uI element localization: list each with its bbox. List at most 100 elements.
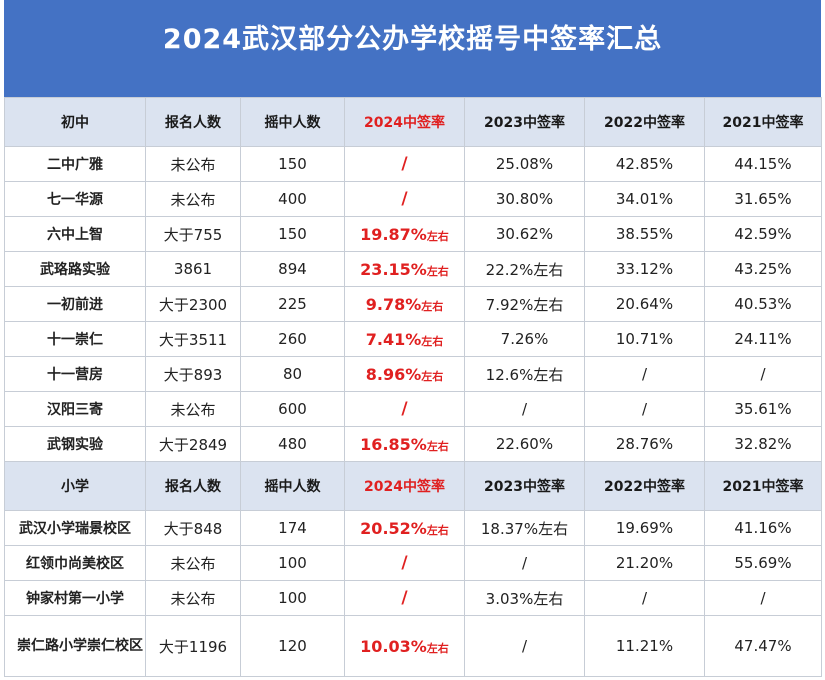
- primary-school-table-row: 钟家村第一小学 未公布 100/3.03%左右 / /: [4, 580, 822, 616]
- rate-2023-cell: 7.26%: [464, 321, 585, 357]
- rate-2024-suffix: 左右: [426, 229, 449, 243]
- school-name-cell: 红领巾尚美校区: [4, 545, 146, 581]
- rate-2021-cell: 55.69%: [704, 545, 822, 581]
- selected-cell: 150: [240, 216, 345, 252]
- primary-school-header-cell: 2023中签率: [464, 461, 585, 511]
- selected-cell: 400: [240, 181, 345, 217]
- rate-2024-suffix: 左右: [426, 523, 449, 537]
- rate-2022-cell: 21.20%: [584, 545, 705, 581]
- rate-2024-value: 10.03%: [360, 636, 427, 656]
- school-name-cell: 武钢实验: [4, 426, 146, 462]
- rate-2024-cell: /: [344, 146, 465, 182]
- rate-2023-cell: /: [464, 615, 585, 677]
- rate-2021-cell: 24.11%: [704, 321, 822, 357]
- school-name-cell: 七一华源: [4, 181, 146, 217]
- rate-2024-value: /: [401, 399, 408, 419]
- middle-school-table-row: 武钢实验 大于2849 480 16.85%左右 22.60% 28.76% 32.82%: [4, 426, 822, 462]
- rate-2023-cell: 12.6%左右: [464, 356, 585, 392]
- selected-cell: 174: [240, 510, 345, 546]
- selected-cell: 600: [240, 391, 345, 427]
- school-name-cell: 十一崇仁: [4, 321, 146, 357]
- applicants-cell: 未公布: [145, 545, 241, 581]
- rate-2024-value: 9.78%: [365, 294, 422, 314]
- middle-school-header-cell: 2024中签率: [344, 97, 465, 147]
- selected-cell: 100: [240, 580, 345, 616]
- school-name-cell: 一初前进: [4, 286, 146, 322]
- middle-school-header-cell: 摇中人数: [240, 97, 345, 147]
- selected-cell: 80: [240, 356, 345, 392]
- rate-2024-suffix: 左右: [426, 439, 449, 453]
- rate-2021-cell: 43.25%: [704, 251, 822, 287]
- selected-cell: 100: [240, 545, 345, 581]
- rate-2022-cell: /: [584, 391, 705, 427]
- primary-school-header-cell: 小学: [4, 461, 146, 511]
- rate-2024-cell: 20.52%左右: [344, 510, 465, 546]
- primary-school-header-cell: 报名人数: [145, 461, 241, 511]
- middle-school-table-row: 一初前进 大于2300 225 9.78%左右 7.92%左右 20.64% 40.53%: [4, 286, 822, 322]
- rate-2024-cell: 8.96%左右: [344, 356, 465, 392]
- rate-2024-value: /: [401, 588, 408, 608]
- applicants-cell: 大于755: [145, 216, 241, 252]
- selected-cell: 480: [240, 426, 345, 462]
- middle-school-header-row: 初中 报名人数 摇中人数 2024中签率 2023中签率 2022中签率 2021中签率: [4, 97, 822, 147]
- primary-school-header-cell: 2022中签率: [584, 461, 705, 511]
- rate-2024-value: 23.15%: [360, 259, 427, 279]
- rate-2023-cell: 7.92%左右: [464, 286, 585, 322]
- middle-school-header-cell: 2023中签率: [464, 97, 585, 147]
- school-name-cell: 武珞路实验: [4, 251, 146, 287]
- rate-2023-cell: /: [464, 391, 585, 427]
- rate-2024-cell: 16.85%左右: [344, 426, 465, 462]
- rate-2024-cell: 7.41%左右: [344, 321, 465, 357]
- selected-cell: 225: [240, 286, 345, 322]
- rate-2021-cell: 42.59%: [704, 216, 822, 252]
- applicants-cell: 未公布: [145, 181, 241, 217]
- rate-2023-cell: 25.08%: [464, 146, 585, 182]
- primary-school-table-row: 崇仁路小学崇仁校区 大于1196 120 10.03%左右/11.21% 47.47%: [4, 615, 822, 677]
- rate-2024-cell: /: [344, 391, 465, 427]
- applicants-cell: 大于2300: [145, 286, 241, 322]
- school-name-cell: 钟家村第一小学: [4, 580, 146, 616]
- middle-school-table-row: 十一崇仁 大于3511 260 7.41%左右 7.26% 10.71% 24.11%: [4, 321, 822, 357]
- rate-2024-cell: 19.87%左右: [344, 216, 465, 252]
- rate-2022-cell: 10.71%: [584, 321, 705, 357]
- school-name-cell: 十一营房: [4, 356, 146, 392]
- rate-2021-cell: 44.15%: [704, 146, 822, 182]
- rate-2023-cell: 22.2%左右: [464, 251, 585, 287]
- rate-2021-cell: 40.53%: [704, 286, 822, 322]
- rate-2021-cell: 32.82%: [704, 426, 822, 462]
- lottery-rate-table: 初中 报名人数 摇中人数 2024中签率 2023中签率 2022中签率 2021中签率 二中…: [4, 97, 822, 677]
- rate-2024-value: /: [401, 154, 408, 174]
- rate-2022-cell: /: [584, 580, 705, 616]
- rate-2023-cell: 30.62%: [464, 216, 585, 252]
- middle-school-table-row: 二中广雅 未公布 150 / 25.08% 42.85% 44.15%: [4, 146, 822, 182]
- rate-2024-suffix: 左右: [426, 641, 449, 655]
- rate-2024-cell: /: [344, 580, 465, 616]
- middle-school-header-cell: 2022中签率: [584, 97, 705, 147]
- school-name-cell: 汉阳三寄: [4, 391, 146, 427]
- rate-2024-value: 20.52%: [360, 518, 427, 538]
- applicants-cell: 大于3511: [145, 321, 241, 357]
- applicants-cell: 大于893: [145, 356, 241, 392]
- rate-2024-cell: 9.78%左右: [344, 286, 465, 322]
- primary-school-header-cell: 2024中签率: [344, 461, 465, 511]
- selected-cell: 120: [240, 615, 345, 677]
- school-name-cell: 崇仁路小学崇仁校区: [4, 615, 146, 677]
- rate-2024-cell: 10.03%左右: [344, 615, 465, 677]
- rate-2024-value: 7.41%: [365, 329, 422, 349]
- rate-2023-cell: 30.80%: [464, 181, 585, 217]
- rate-2024-cell: /: [344, 545, 465, 581]
- rate-2024-suffix: 左右: [421, 299, 444, 313]
- middle-school-header-cell: 初中: [4, 97, 146, 147]
- selected-cell: 894: [240, 251, 345, 287]
- rate-2021-cell: 47.47%: [704, 615, 822, 677]
- middle-school-table-row: 十一营房 大于893 80 8.96%左右 12.6%左右 / /: [4, 356, 822, 392]
- rate-2024-value: 8.96%: [365, 364, 422, 384]
- middle-school-table-row: 武珞路实验 3861 894 23.15%左右 22.2%左右 33.12% 43.25%: [4, 251, 822, 287]
- applicants-cell: 未公布: [145, 391, 241, 427]
- rate-2022-cell: 11.21%: [584, 615, 705, 677]
- selected-cell: 150: [240, 146, 345, 182]
- primary-school-table-row: 红领巾尚美校区 未公布 100//21.20% 55.69%: [4, 545, 822, 581]
- middle-school-table-row: 七一华源 未公布 400 / 30.80% 34.01% 31.65%: [4, 181, 822, 217]
- rate-2024-value: /: [401, 553, 408, 573]
- rate-2024-value: 16.85%: [360, 434, 427, 454]
